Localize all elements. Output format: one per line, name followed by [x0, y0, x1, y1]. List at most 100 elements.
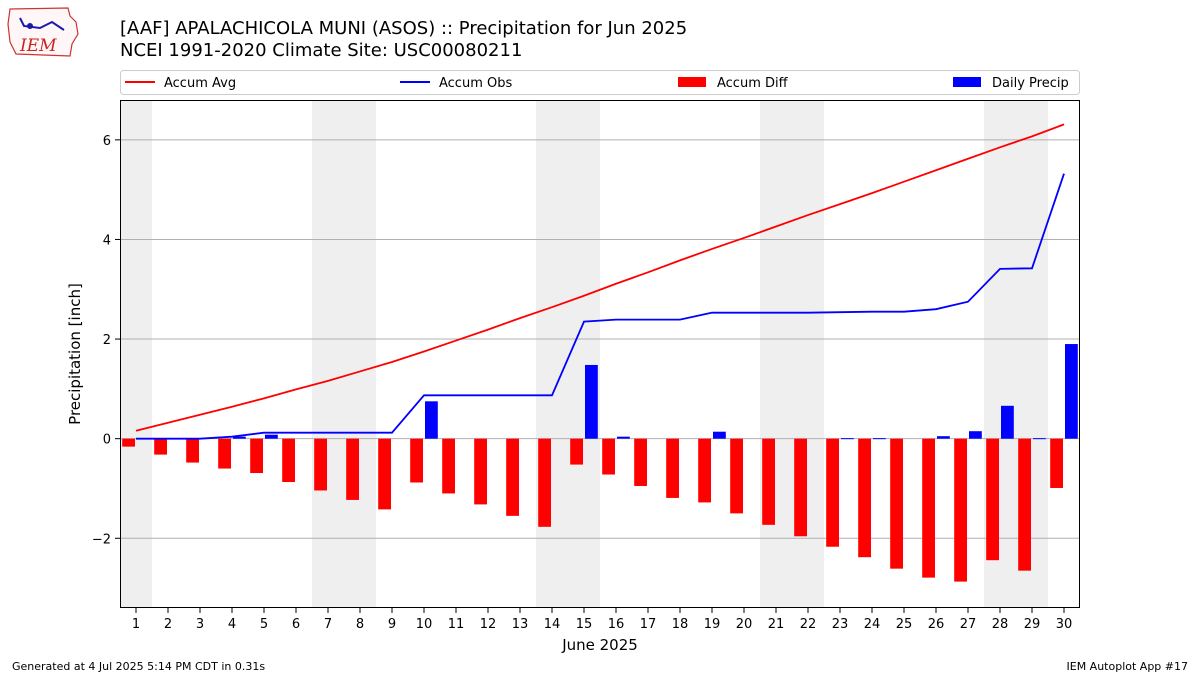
accum-diff-bar	[378, 438, 391, 510]
y-tick-label: 2	[103, 333, 111, 348]
accum-diff-bar	[602, 438, 615, 475]
y-tick-label: −2	[92, 532, 111, 547]
daily-precip-bar	[1001, 405, 1014, 439]
x-tick-label: 26	[928, 617, 945, 632]
x-tick-label: 18	[672, 617, 689, 632]
footer-app: IEM Autoplot App #17	[1066, 660, 1189, 673]
x-tick-label: 25	[896, 617, 913, 632]
y-tick-label: 6	[103, 134, 111, 149]
y-tick-label: 0	[103, 433, 111, 448]
weekend-shading	[120, 100, 1048, 608]
accum-diff-bar	[826, 438, 839, 547]
weekend-band-1	[120, 100, 152, 608]
x-axis-label: June 2025	[561, 636, 638, 654]
legend-swatch-bar	[678, 77, 706, 87]
x-tick-label: 15	[576, 617, 593, 632]
x-tick-label: 16	[608, 617, 625, 632]
accum-diff-bar	[858, 438, 871, 558]
daily-precip-bar	[873, 438, 886, 440]
y-axis-label: Precipitation [inch]	[66, 283, 84, 425]
accum-diff-bar	[314, 438, 327, 491]
x-tick-label: 14	[544, 617, 561, 632]
accum-diff-bar	[154, 438, 167, 455]
accum-avg-line	[135, 123, 1065, 432]
x-tick-label: 28	[992, 617, 1009, 632]
x-tick-label: 9	[388, 617, 396, 632]
x-tick-label: 17	[640, 617, 657, 632]
x-tick-label: 8	[356, 617, 364, 632]
accum-diff-bar	[474, 438, 487, 505]
x-tick-label: 22	[800, 617, 817, 632]
accum-diff-bar	[250, 438, 263, 474]
x-tick-label: 29	[1024, 617, 1041, 632]
accum-diff-bar	[954, 438, 967, 582]
x-tick-label: 11	[448, 617, 465, 632]
plot-frame	[120, 100, 1080, 608]
accum-diff-bar	[890, 438, 903, 569]
x-tick-label: 19	[704, 617, 721, 632]
chart-subtitle: NCEI 1991-2020 Climate Site: USC00080211	[120, 40, 523, 61]
lines	[135, 123, 1065, 440]
x-tick-label: 5	[260, 617, 268, 632]
daily-precip-bar	[713, 431, 726, 439]
accum-diff-bar	[762, 438, 775, 525]
grid-lines	[120, 139, 1080, 539]
x-tick-label: 1	[132, 617, 140, 632]
x-tick-label: 6	[292, 617, 300, 632]
x-tick-label: 4	[228, 617, 236, 632]
accum-diff-bar	[730, 438, 743, 514]
accum-obs-line	[136, 173, 1065, 440]
footer-generated: Generated at 4 Jul 2025 5:14 PM CDT in 0…	[12, 660, 266, 673]
chart-title: [AAF] APALACHICOLA MUNI (ASOS) :: Precip…	[120, 18, 688, 39]
accum-diff-bar	[122, 438, 135, 447]
accum-diff-bar	[218, 438, 231, 469]
weekend-band-3	[536, 100, 600, 608]
accum-diff-bar	[794, 438, 807, 537]
legend-label: Accum Avg	[164, 76, 236, 91]
x-tick-label: 20	[736, 617, 753, 632]
x-tick-label: 10	[416, 617, 433, 632]
daily-precip-bar	[265, 434, 278, 439]
accum-diff-bar	[922, 438, 935, 578]
accum-diff-bar	[282, 438, 295, 482]
y-tick-label: 4	[103, 233, 111, 248]
x-tick-label: 13	[512, 617, 529, 632]
accum-diff-bar	[1050, 438, 1063, 488]
daily-precip-bar	[1033, 438, 1046, 440]
bars	[122, 344, 1078, 582]
iowa-map-icon: IEM	[7, 7, 79, 57]
accum-diff-bar	[410, 438, 423, 483]
accum-diff-bar	[346, 438, 359, 500]
iem-logo: IEM	[6, 4, 82, 64]
x-tick-label: 21	[768, 617, 785, 632]
daily-precip-bar	[617, 436, 630, 439]
x-tick-label: 3	[196, 617, 204, 632]
daily-precip-bar	[1065, 344, 1078, 439]
daily-precip-bar	[937, 436, 950, 439]
accum-diff-bar	[1018, 438, 1031, 571]
legend-label: Accum Diff	[717, 76, 789, 91]
accum-diff-bar	[986, 438, 999, 561]
x-tick-label: 27	[960, 617, 977, 632]
x-tick-label: 2	[164, 617, 172, 632]
accum-diff-bar	[506, 438, 519, 516]
svg-text:IEM: IEM	[19, 36, 57, 56]
accum-diff-bar	[634, 438, 647, 486]
legend-box	[120, 70, 1080, 95]
legend: Accum Avg Accum Obs Accum Diff Daily Precip	[120, 70, 1080, 95]
x-tick-label: 12	[480, 617, 497, 632]
daily-precip-bar	[969, 431, 982, 439]
daily-precip-bar	[585, 364, 598, 439]
x-tick-label: 30	[1056, 617, 1073, 632]
accum-diff-bar	[666, 438, 679, 498]
daily-precip-bar	[233, 436, 246, 439]
daily-precip-bar	[425, 401, 438, 439]
legend-swatch-bar	[953, 77, 981, 87]
x-tick-label: 23	[832, 617, 849, 632]
legend-label: Accum Obs	[439, 76, 512, 91]
accum-diff-bar	[698, 438, 711, 503]
x-tick-label: 7	[324, 617, 332, 632]
daily-precip-bar	[841, 438, 854, 440]
accum-diff-bar	[186, 438, 199, 463]
